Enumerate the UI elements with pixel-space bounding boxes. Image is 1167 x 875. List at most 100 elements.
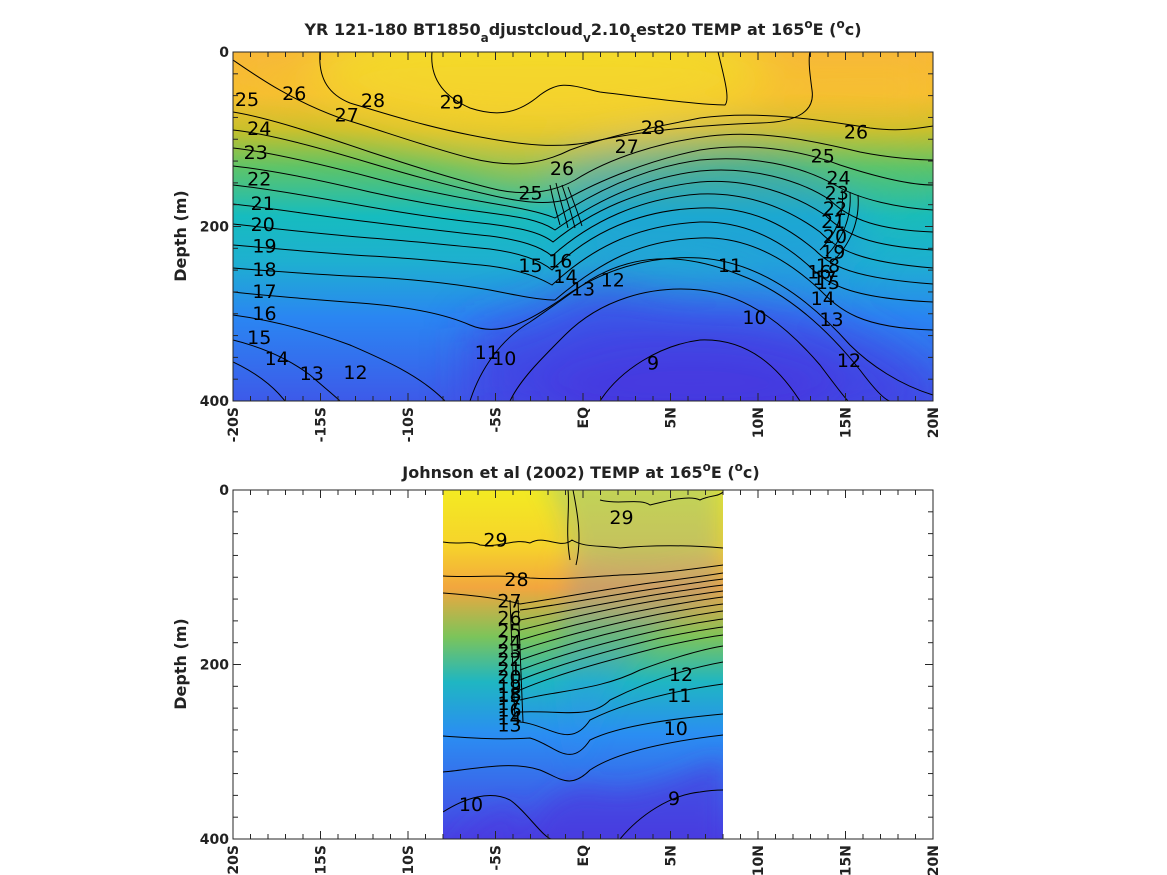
contour-label: 10 [742, 307, 766, 329]
contour-label: 15 [518, 255, 542, 277]
contour-label: 17 [497, 693, 521, 715]
contour-line [233, 221, 933, 303]
contour-line [469, 258, 891, 401]
x-tick-label: 15N [839, 407, 855, 438]
contour-line [443, 539, 723, 549]
contour-label: 15 [816, 272, 840, 294]
y-axis-label-2: Depth (m) [171, 618, 190, 710]
x-tick-label: -5S [489, 845, 505, 871]
contour-line [519, 626, 723, 681]
contour-label: 27 [615, 136, 639, 158]
contour-label: 18 [816, 255, 840, 277]
contour-label: 15 [497, 685, 521, 707]
contour-line [233, 339, 341, 401]
contour-line [233, 129, 933, 203]
contour-label: 13 [819, 309, 843, 331]
contour-line [233, 111, 933, 194]
contour-label: 22 [247, 168, 271, 190]
y-axis-label-1: Depth (m) [171, 190, 190, 282]
contour-line [443, 564, 723, 580]
contour-label: 14 [497, 708, 521, 730]
contour-label: 20 [251, 214, 275, 236]
contour-label: 14 [265, 348, 289, 370]
contour-label: 18 [497, 684, 521, 706]
contour-label: 21 [251, 193, 275, 215]
contour-label: 29 [483, 530, 507, 552]
contour-label: 10 [664, 718, 688, 740]
contour-line [431, 52, 728, 114]
contour-label: 26 [282, 83, 306, 105]
x-tick-label: 20N [926, 407, 942, 438]
contour-label: 19 [252, 236, 276, 258]
contour-label: 28 [361, 90, 385, 112]
y-tick-label: 400 [200, 832, 229, 848]
contour-label: 16 [497, 700, 521, 722]
contour-line [519, 618, 723, 671]
x-tick-label: -10S [401, 845, 417, 875]
contour-label: 17 [252, 281, 276, 303]
contour-label: 12 [837, 350, 861, 372]
contour-label: 10 [492, 348, 516, 370]
contour-label: 24 [247, 118, 271, 140]
x-tick-label: -20S [226, 845, 242, 875]
x-axis-2: -20S -15S -10S -5S EQ 5N 10N 15N 20N [226, 490, 942, 875]
contour-label: 9 [668, 788, 680, 810]
contour-label: 13 [571, 278, 595, 300]
contour-line [519, 683, 723, 736]
contour-line [233, 361, 286, 401]
contour-line [619, 789, 723, 839]
contour-label: 15 [247, 327, 271, 349]
contour-label: 13 [497, 715, 521, 737]
contour-label: 21 [497, 659, 521, 681]
x-tick-label: -15S [314, 845, 330, 875]
contour-label: 10 [459, 794, 483, 816]
contour-label: 14 [553, 266, 577, 288]
contour-lines-2 [443, 490, 723, 839]
contour-line [233, 193, 933, 269]
contour-line [233, 237, 933, 331]
contour-label: 29 [609, 507, 633, 529]
contour-label: 19 [821, 242, 845, 264]
contour-line [519, 634, 723, 691]
contour-line [233, 207, 933, 285]
contour-line [519, 590, 723, 631]
contour-label: 25 [518, 182, 542, 204]
contour-label: 27 [335, 105, 359, 127]
contour-line [549, 182, 583, 229]
contour-label: 16 [807, 262, 831, 284]
x-tick-label: -10S [401, 407, 417, 442]
contour-label: 23 [497, 640, 521, 662]
contour-label: 19 [497, 676, 521, 698]
contour-line [599, 491, 723, 506]
contour-line [519, 603, 723, 651]
x-tick-label: -5S [489, 407, 505, 433]
x-tick-label: 10N [751, 407, 767, 438]
contour-line [519, 578, 723, 611]
contour-line [819, 189, 859, 263]
contour-line [233, 165, 933, 233]
contour-line [319, 52, 813, 146]
contour-label: 11 [718, 255, 742, 277]
y-axis-2: 0 200 400 [200, 483, 933, 848]
contour-line [519, 584, 723, 621]
x-tick-label: 15N [839, 845, 855, 875]
contour-label: 25 [235, 89, 259, 111]
contour-line [567, 490, 580, 566]
contour-label: 22 [497, 649, 521, 671]
contour-label: 14 [811, 288, 835, 310]
contour-label: 25 [497, 620, 521, 642]
contour-line [519, 645, 723, 701]
contour-label: 23 [825, 182, 849, 204]
x-tick-label: 10N [751, 845, 767, 875]
contour-line [443, 572, 723, 605]
contour-line [443, 734, 723, 782]
y-tick-label: 200 [200, 658, 229, 674]
contour-label: 25 [811, 146, 835, 168]
contour-line [233, 257, 933, 396]
x-tick-label: EQ [576, 845, 592, 867]
contour-label: 13 [300, 363, 324, 385]
contour-label: 11 [667, 685, 691, 707]
